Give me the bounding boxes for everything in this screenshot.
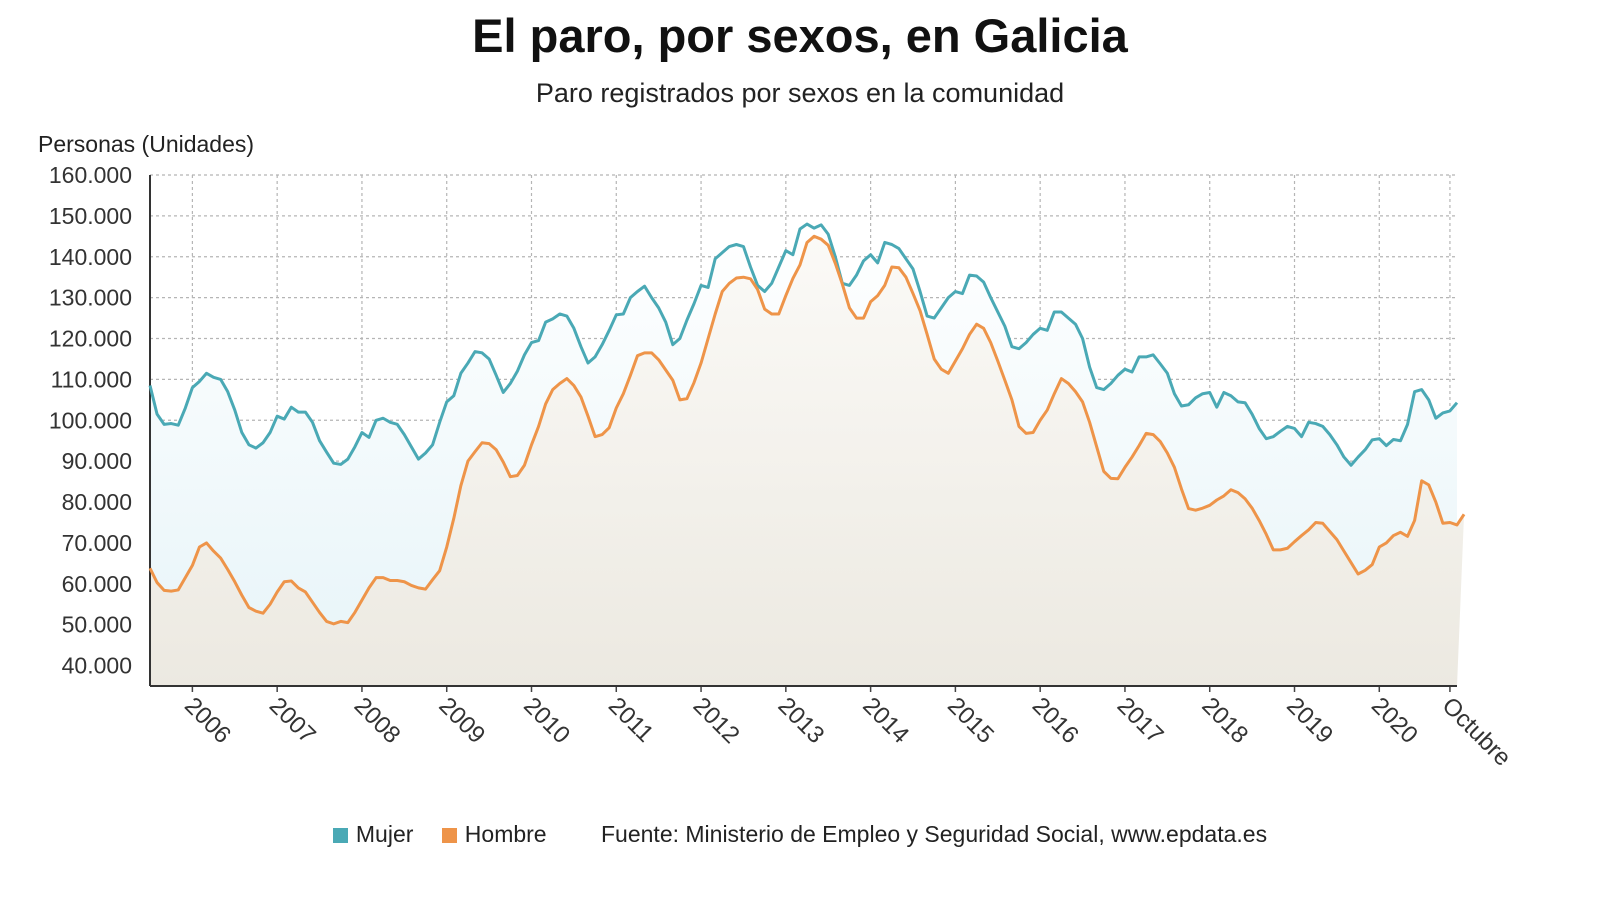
y-tick-label: 160.000 — [49, 162, 132, 188]
y-tick-label: 140.000 — [49, 244, 132, 270]
legend-swatch-hombre — [441, 828, 457, 844]
series-line-hombre — [148, 234, 1466, 626]
x-tick-label: 2015 — [942, 692, 999, 749]
x-tick-label: 2007 — [264, 692, 321, 749]
x-tick-label: 2018 — [1196, 692, 1253, 749]
y-tick-label: 70.000 — [62, 530, 132, 556]
legend-item-hombre: Hombre — [441, 821, 547, 848]
y-tick-label: 150.000 — [49, 203, 132, 229]
x-tick-label: 2008 — [349, 692, 406, 749]
legend: Mujer Hombre Fuente: Ministerio de Emple… — [0, 820, 1600, 848]
x-tick-label: 2019 — [1281, 692, 1338, 749]
series-line-mujer — [148, 222, 1459, 467]
y-tick-label: 100.000 — [49, 407, 132, 433]
source-note: Fuente: Ministerio de Empleo y Seguridad… — [601, 821, 1268, 848]
legend-label-hombre: Hombre — [464, 821, 547, 848]
y-tick-label: 40.000 — [62, 653, 132, 679]
axes — [149, 175, 1457, 692]
hombre-area — [150, 236, 1465, 686]
x-axis-ticks: 2006 2007 2008 2009 2010 2011 2012 2013 2014 2015… — [179, 692, 1516, 771]
x-tick-label: Octubre — [1437, 692, 1516, 771]
y-tick-label: 80.000 — [62, 489, 132, 515]
x-tick-label: 2010 — [518, 692, 575, 749]
legend-item-mujer: Mujer — [332, 821, 414, 848]
y-tick-label: 130.000 — [49, 285, 132, 311]
y-tick-label: 50.000 — [62, 612, 132, 638]
y-tick-label: 110.000 — [51, 366, 132, 392]
x-tick-label: 2009 — [433, 692, 490, 749]
y-axis-ticks: 160.000 150.000 140.000 130.000 120.000 110.0… — [49, 162, 132, 679]
x-tick-label: 2014 — [857, 692, 914, 749]
legend-label-mujer: Mujer — [355, 821, 414, 848]
y-tick-label: 120.000 — [49, 326, 132, 352]
y-tick-label: 60.000 — [62, 571, 132, 597]
x-tick-label: 2012 — [688, 692, 745, 749]
x-tick-label: 2006 — [179, 692, 236, 749]
x-tick-label: 2013 — [773, 692, 830, 749]
x-tick-label: 2017 — [1112, 692, 1169, 749]
x-tick-label: 2016 — [1027, 692, 1084, 749]
x-tick-label: 2011 — [603, 692, 659, 748]
legend-swatch-mujer — [332, 828, 348, 844]
y-axis-label: Personas (Unidades) — [38, 131, 255, 157]
chart-title: El paro, por sexos, en Galicia — [472, 9, 1128, 62]
chart-subtitle: Paro registrados por sexos en la comunid… — [535, 78, 1065, 108]
x-tick-label: 2020 — [1366, 692, 1423, 749]
y-tick-label: 90.000 — [62, 448, 132, 474]
